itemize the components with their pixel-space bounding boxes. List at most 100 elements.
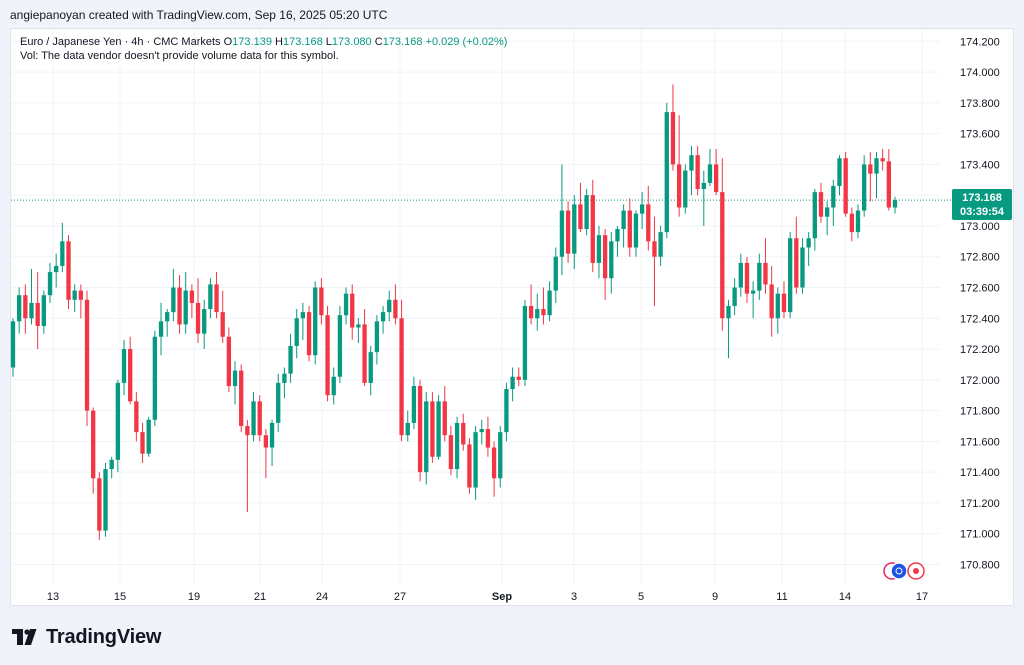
candle[interactable] bbox=[78, 284, 84, 319]
candle[interactable] bbox=[387, 290, 392, 322]
candle[interactable] bbox=[350, 284, 355, 340]
candle[interactable] bbox=[109, 456, 114, 479]
candle[interactable] bbox=[676, 115, 682, 217]
candle[interactable] bbox=[140, 422, 145, 463]
candle[interactable] bbox=[294, 309, 299, 359]
candle[interactable] bbox=[417, 379, 423, 482]
candle[interactable] bbox=[442, 385, 447, 442]
candle[interactable] bbox=[787, 232, 793, 319]
candle[interactable] bbox=[516, 367, 521, 386]
candle[interactable] bbox=[54, 253, 59, 288]
candle[interactable] bbox=[855, 204, 861, 239]
candle[interactable] bbox=[220, 290, 225, 343]
candle[interactable] bbox=[115, 379, 121, 473]
candle[interactable] bbox=[337, 305, 343, 383]
candle[interactable] bbox=[892, 196, 898, 214]
candle[interactable] bbox=[467, 438, 472, 494]
candle[interactable] bbox=[726, 299, 731, 359]
candle[interactable] bbox=[565, 201, 571, 263]
candle[interactable] bbox=[202, 299, 207, 350]
candle[interactable] bbox=[652, 216, 657, 306]
candle[interactable] bbox=[72, 284, 77, 313]
candle[interactable] bbox=[214, 272, 219, 319]
candle[interactable] bbox=[152, 330, 158, 426]
candle[interactable] bbox=[269, 419, 275, 466]
candle[interactable] bbox=[41, 290, 46, 334]
candle[interactable] bbox=[473, 425, 478, 500]
candle[interactable] bbox=[183, 272, 188, 334]
candle[interactable] bbox=[874, 152, 879, 199]
candle[interactable] bbox=[146, 416, 151, 457]
candle[interactable] bbox=[158, 302, 164, 356]
candle[interactable] bbox=[399, 299, 404, 442]
candle[interactable] bbox=[812, 189, 817, 251]
candle[interactable] bbox=[411, 376, 417, 430]
candle[interactable] bbox=[880, 149, 885, 171]
candle[interactable] bbox=[627, 198, 632, 257]
candle[interactable] bbox=[590, 179, 595, 273]
candle[interactable] bbox=[91, 407, 96, 494]
indicator-icons[interactable] bbox=[883, 562, 925, 580]
candle[interactable] bbox=[448, 425, 454, 476]
candle[interactable] bbox=[121, 339, 127, 396]
candle[interactable] bbox=[195, 278, 201, 343]
candle[interactable] bbox=[171, 269, 176, 322]
candle[interactable] bbox=[720, 158, 725, 331]
candle[interactable] bbox=[769, 265, 774, 337]
candle[interactable] bbox=[84, 290, 90, 426]
candle[interactable] bbox=[559, 164, 565, 276]
candle[interactable] bbox=[837, 155, 842, 196]
candle[interactable] bbox=[646, 185, 651, 251]
candle[interactable] bbox=[602, 229, 608, 300]
candle[interactable] bbox=[670, 84, 676, 171]
candle[interactable] bbox=[596, 225, 602, 279]
candle[interactable] bbox=[374, 315, 380, 365]
candle[interactable] bbox=[491, 441, 497, 497]
candle[interactable] bbox=[757, 253, 762, 300]
candle[interactable] bbox=[343, 287, 349, 325]
candle[interactable] bbox=[658, 225, 663, 266]
candle[interactable] bbox=[541, 287, 546, 325]
candle[interactable] bbox=[738, 253, 743, 297]
candle[interactable] bbox=[430, 392, 435, 463]
candle[interactable] bbox=[424, 392, 429, 485]
candle[interactable] bbox=[313, 281, 318, 365]
candle[interactable] bbox=[29, 269, 34, 325]
candle[interactable] bbox=[282, 367, 287, 399]
candle[interactable] bbox=[251, 392, 256, 442]
candle[interactable] bbox=[862, 155, 867, 217]
candle[interactable] bbox=[498, 425, 503, 488]
chart-panel[interactable] bbox=[10, 28, 1014, 606]
candle[interactable] bbox=[547, 281, 552, 322]
candle[interactable] bbox=[584, 189, 589, 236]
candle[interactable] bbox=[868, 152, 873, 202]
candle[interactable] bbox=[331, 367, 336, 405]
candle[interactable] bbox=[362, 309, 367, 386]
candle[interactable] bbox=[794, 216, 799, 294]
candle[interactable] bbox=[245, 419, 250, 513]
candle[interactable] bbox=[479, 419, 484, 445]
candle[interactable] bbox=[103, 462, 108, 537]
candle[interactable] bbox=[849, 207, 854, 242]
candle[interactable] bbox=[831, 179, 836, 226]
tradingview-logo[interactable]: TradingView bbox=[12, 624, 161, 650]
candle[interactable] bbox=[775, 287, 780, 334]
candle[interactable] bbox=[128, 336, 133, 405]
candle[interactable] bbox=[621, 204, 626, 248]
candle[interactable] bbox=[781, 281, 787, 319]
candle[interactable] bbox=[707, 149, 713, 186]
candle[interactable] bbox=[504, 382, 509, 442]
candle[interactable] bbox=[226, 327, 232, 393]
candle[interactable] bbox=[522, 299, 528, 386]
candle[interactable] bbox=[578, 182, 583, 233]
candle[interactable] bbox=[436, 395, 441, 460]
candle[interactable] bbox=[454, 416, 460, 479]
candle[interactable] bbox=[824, 201, 830, 236]
candle[interactable] bbox=[368, 345, 373, 396]
candle[interactable] bbox=[263, 429, 269, 479]
candle[interactable] bbox=[843, 152, 848, 217]
candle[interactable] bbox=[818, 182, 824, 223]
candle[interactable] bbox=[510, 367, 515, 402]
candle[interactable] bbox=[664, 102, 669, 239]
candle[interactable] bbox=[695, 145, 700, 196]
